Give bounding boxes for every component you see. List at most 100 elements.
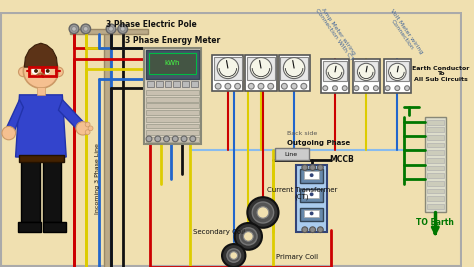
Circle shape: [318, 227, 323, 233]
Circle shape: [120, 26, 125, 31]
Text: kWh: kWh: [164, 60, 180, 66]
Bar: [212, 55, 244, 91]
Bar: [18, 222, 41, 231]
Circle shape: [374, 86, 378, 91]
Circle shape: [146, 136, 152, 142]
Circle shape: [32, 68, 38, 74]
Text: Primary Coil: Primary Coil: [276, 254, 318, 260]
Circle shape: [310, 227, 316, 233]
Circle shape: [239, 228, 257, 245]
Bar: [279, 55, 310, 91]
Bar: [304, 171, 319, 179]
Bar: [146, 50, 199, 78]
Bar: [296, 165, 327, 231]
Polygon shape: [5, 100, 23, 136]
Circle shape: [389, 63, 406, 81]
Text: Volt Meter wiring
Connection: Volt Meter wiring Connection: [384, 8, 424, 58]
Circle shape: [181, 136, 187, 142]
Circle shape: [268, 83, 273, 89]
Bar: [144, 48, 201, 144]
Bar: [182, 81, 189, 87]
Circle shape: [310, 173, 314, 177]
Bar: [427, 143, 444, 147]
Circle shape: [235, 83, 240, 89]
Circle shape: [252, 202, 273, 223]
Circle shape: [230, 252, 237, 259]
Bar: [246, 55, 276, 91]
Bar: [386, 61, 409, 81]
Circle shape: [2, 126, 16, 140]
Bar: [43, 222, 66, 231]
Bar: [304, 210, 319, 217]
Bar: [323, 61, 346, 81]
Circle shape: [310, 211, 314, 215]
Circle shape: [173, 136, 178, 142]
Bar: [281, 57, 308, 80]
Bar: [146, 130, 199, 135]
Circle shape: [258, 83, 264, 89]
Bar: [304, 190, 319, 198]
Bar: [427, 181, 444, 186]
Circle shape: [23, 54, 58, 88]
Circle shape: [106, 24, 116, 34]
Bar: [427, 204, 444, 209]
Circle shape: [18, 67, 28, 77]
Bar: [149, 53, 196, 74]
Circle shape: [357, 63, 375, 81]
Text: Current Transformer
(CT): Current Transformer (CT): [267, 187, 337, 200]
Circle shape: [88, 126, 93, 131]
Circle shape: [318, 165, 323, 170]
Bar: [70, 29, 148, 34]
Circle shape: [302, 227, 308, 233]
Bar: [300, 189, 323, 202]
Bar: [427, 120, 444, 124]
Circle shape: [248, 83, 254, 89]
Bar: [300, 208, 323, 221]
Bar: [427, 150, 444, 155]
Bar: [156, 81, 163, 87]
Bar: [191, 81, 198, 87]
Bar: [427, 166, 444, 170]
Circle shape: [333, 86, 337, 91]
Circle shape: [34, 69, 38, 73]
Bar: [427, 173, 444, 178]
Bar: [18, 155, 64, 162]
Circle shape: [247, 197, 279, 228]
Circle shape: [282, 83, 287, 89]
Text: Back side: Back side: [287, 131, 318, 136]
Bar: [146, 97, 199, 101]
Bar: [43, 67, 55, 76]
Circle shape: [81, 24, 91, 34]
Bar: [146, 117, 199, 122]
Circle shape: [69, 24, 79, 34]
Bar: [146, 104, 199, 108]
Text: MCCB: MCCB: [329, 155, 354, 164]
Text: 3 Phase Electric Pole: 3 Phase Electric Pole: [106, 19, 196, 29]
Bar: [146, 110, 199, 115]
Bar: [300, 170, 323, 183]
Circle shape: [85, 130, 90, 135]
Text: TO Earth: TO Earth: [416, 218, 454, 227]
Circle shape: [385, 86, 390, 91]
Bar: [353, 60, 380, 93]
Bar: [214, 57, 242, 80]
Text: Line: Line: [284, 152, 298, 157]
Bar: [247, 57, 274, 80]
Circle shape: [215, 83, 221, 89]
Text: 3 Phase Energy Meter: 3 Phase Energy Meter: [125, 36, 220, 45]
Circle shape: [118, 24, 128, 34]
Bar: [147, 81, 154, 87]
Circle shape: [250, 58, 272, 78]
Bar: [355, 61, 378, 81]
Bar: [21, 157, 40, 222]
Circle shape: [235, 223, 262, 250]
Circle shape: [155, 136, 161, 142]
Text: Amp Meter wiring
Connection With CT: Amp Meter wiring Connection With CT: [314, 4, 358, 61]
Circle shape: [405, 86, 410, 91]
Circle shape: [395, 86, 400, 91]
Circle shape: [227, 249, 240, 262]
Circle shape: [364, 86, 369, 91]
Bar: [427, 196, 444, 201]
Circle shape: [85, 122, 90, 127]
Text: Outgoing Phase: Outgoing Phase: [287, 140, 351, 146]
